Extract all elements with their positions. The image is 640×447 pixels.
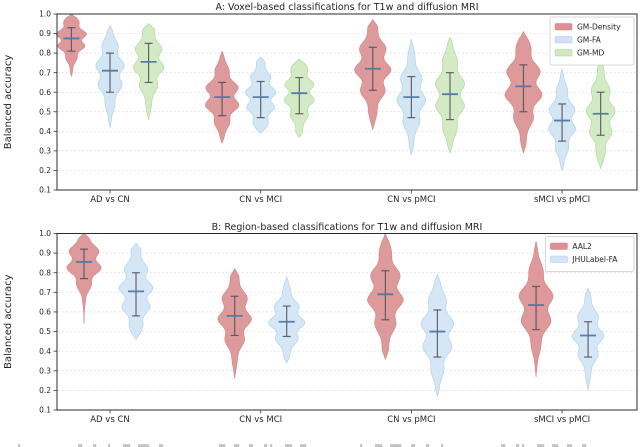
cropped-caption-strip <box>411 444 416 447</box>
legend-label: GM-Density <box>577 23 621 32</box>
cropped-caption-strip <box>18 444 21 447</box>
y-tick-label: 1.0 <box>39 10 51 19</box>
y-tick-label: 0.7 <box>39 288 51 297</box>
legend-label: GM-FA <box>577 36 602 45</box>
legend-label: JHULabel-FA <box>571 255 618 264</box>
cropped-caption-strip <box>441 444 444 447</box>
y-tick-label: 0.5 <box>39 107 51 116</box>
x-tick-label: CN vs pMCI <box>387 415 435 425</box>
cropped-caption-strip <box>93 444 97 447</box>
y-tick-label: 0.5 <box>39 327 51 336</box>
panel-title: B: Region-based classifications for T1w … <box>212 222 483 233</box>
x-tick-label: AD vs CN <box>90 415 130 425</box>
y-tick-label: 0.4 <box>39 347 51 356</box>
cropped-caption-strip <box>159 444 164 447</box>
axes-spines <box>56 233 638 411</box>
x-tick-label: AD vs CN <box>90 195 130 205</box>
cropped-caption-strip <box>426 444 430 447</box>
y-tick-label: 0.9 <box>39 249 51 258</box>
legend-swatch-GM-Density <box>554 23 573 31</box>
cropped-caption-strip <box>219 444 226 447</box>
cropped-caption-strip <box>552 444 559 447</box>
y-tick-label: 0.1 <box>39 406 51 415</box>
x-tick-label: sMCI vs pMCI <box>534 195 590 205</box>
y-tick-label: 0.9 <box>39 29 51 38</box>
y-tick-label: 0.2 <box>39 386 51 395</box>
legend-swatch-AAL2 <box>550 242 568 250</box>
y-tick-label: 0.8 <box>39 49 51 58</box>
y-tick-label: 0.3 <box>39 366 51 375</box>
cropped-caption-strip <box>360 444 363 447</box>
legend-swatch-JHULabel-FA <box>550 255 568 263</box>
cropped-caption-strip <box>537 444 545 447</box>
y-tick-label: 0.6 <box>39 88 51 97</box>
y-tick-label: 0.4 <box>39 127 51 136</box>
y-axis-label: Balanced accuracy <box>3 55 14 150</box>
cropped-caption-strip <box>264 444 268 447</box>
x-tick-label: CN vs MCI <box>239 415 282 425</box>
cropped-caption-strip <box>123 444 131 447</box>
cropped-caption-strip <box>285 444 293 447</box>
cropped-caption-strip <box>234 444 240 447</box>
axes-spines <box>56 13 638 191</box>
y-tick-label: 1.0 <box>39 229 51 238</box>
y-tick-label: 0.1 <box>39 186 51 195</box>
x-tick-label: CN vs MCI <box>239 195 282 205</box>
y-tick-label: 0.2 <box>39 166 51 175</box>
cropped-caption-strip <box>522 444 525 447</box>
cropped-caption-strip <box>78 444 83 447</box>
cropped-caption-strip <box>396 444 402 447</box>
legend-label: GM-MD <box>577 49 604 58</box>
y-tick-label: 0.3 <box>39 146 51 155</box>
legend-swatch-GM-MD <box>554 49 573 57</box>
panel-title: A: Voxel-based classifications for T1w a… <box>215 2 478 13</box>
cropped-caption-strip <box>582 444 587 447</box>
cropped-caption-strip <box>300 444 307 447</box>
cropped-caption-strip <box>249 444 254 447</box>
legend-swatch-GM-FA <box>554 36 573 44</box>
y-tick-label: 0.7 <box>39 68 51 77</box>
cropped-caption-strip <box>144 444 150 447</box>
y-tick-label: 0.6 <box>39 308 51 317</box>
cropped-caption-strip <box>138 444 145 447</box>
cropped-caption-strip <box>567 444 573 447</box>
cropped-caption-strip <box>516 444 520 447</box>
legend-label: AAL2 <box>572 242 592 251</box>
x-tick-label: sMCI vs pMCI <box>534 415 590 425</box>
y-axis-label: Balanced accuracy <box>3 274 14 369</box>
x-tick-label: CN vs pMCI <box>387 195 435 205</box>
cropped-caption-strip <box>108 444 111 447</box>
y-tick-label: 0.8 <box>39 268 51 277</box>
cropped-caption-strip <box>390 444 397 447</box>
cropped-caption-strip <box>501 444 506 447</box>
cropped-caption-strip <box>270 444 273 447</box>
cropped-caption-strip <box>375 444 383 447</box>
